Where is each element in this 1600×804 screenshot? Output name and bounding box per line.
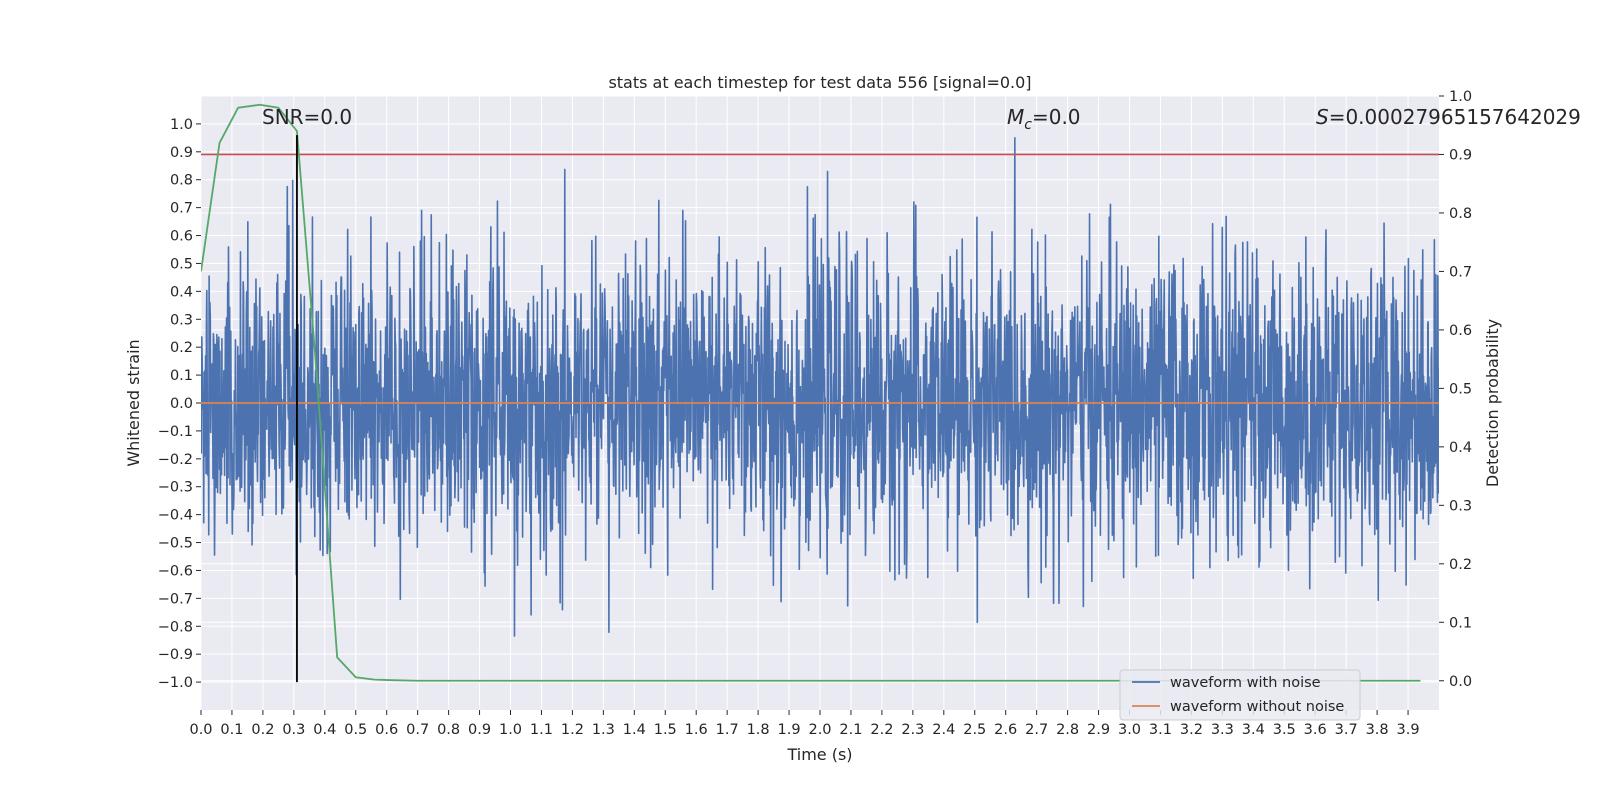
x-tick-label: 2.1 [839, 722, 862, 738]
series-detection-probability [201, 103, 1421, 682]
y2-tick-label: 1.0 [1449, 89, 1472, 105]
y-tick-label: −0.1 [158, 424, 193, 440]
series-waveform-with-noise [201, 137, 1439, 637]
x-tick-label: 0.3 [282, 722, 305, 738]
y-tick-label: −0.9 [158, 647, 193, 663]
y-tick-label: 0.4 [170, 284, 193, 300]
stat-s-symbol: S [1316, 105, 1329, 129]
x-tick-label: 0.7 [406, 722, 429, 738]
x-tick-label: 0.6 [375, 722, 398, 738]
y2-tick-label: 0.4 [1449, 440, 1472, 456]
x-axis-label: Time (s) [786, 745, 852, 764]
x-tick-label: 1.0 [499, 722, 522, 738]
y2-tick-label: 0.7 [1449, 264, 1472, 280]
x-tick-label: 3.7 [1335, 722, 1358, 738]
y-tick-label: −0.6 [158, 563, 193, 579]
x-tick-label: 1.2 [561, 722, 584, 738]
y-tick-label: −0.7 [158, 591, 193, 607]
x-tick-label: 2.0 [808, 722, 831, 738]
y-tick-label: −0.2 [158, 452, 193, 468]
x-tick-label: 2.5 [963, 722, 986, 738]
y2-tick-label: 0.9 [1449, 147, 1472, 163]
chart-title: stats at each timestep for test data 556… [608, 73, 1031, 92]
y2-tick-label: 0.6 [1449, 323, 1472, 339]
x-tick-label: 0.2 [251, 722, 274, 738]
x-tick-labels: 0.0 0.1 0.2 0.3 0.4 0.5 0.6 0.7 0.8 0.9 1.0 1.1 1.2 1… [189, 710, 1420, 738]
y2-axis-label: Detection probability [1483, 319, 1502, 487]
y-tick-label: 0.7 [170, 201, 193, 217]
x-tick-label: 3.2 [1180, 722, 1203, 738]
x-tick-label: 2.4 [932, 722, 955, 738]
legend-box [1119, 669, 1361, 721]
x-tick-label: 0.5 [344, 722, 367, 738]
x-tick-label: 2.6 [994, 722, 1017, 738]
overlay-layer [201, 103, 1439, 683]
y-tick-label: −0.4 [158, 508, 193, 524]
y2-tick-label: 0.0 [1449, 674, 1472, 690]
x-tick-label: 2.2 [870, 722, 893, 738]
x-tick-label: 3.6 [1304, 722, 1327, 738]
x-tick-label: 1.6 [685, 722, 708, 738]
chirp-mass-symbol: M [1007, 105, 1024, 129]
x-tick-label: 3.8 [1366, 722, 1389, 738]
x-tick-label: 3.9 [1397, 722, 1420, 738]
y-tick-label: 0.3 [170, 312, 193, 328]
x-tick-label: 3.0 [1118, 722, 1141, 738]
y-tick-label: 0.0 [170, 396, 193, 412]
y2-tick-label: 0.2 [1449, 557, 1472, 573]
x-tick-label: 0.1 [220, 722, 243, 738]
x-tick-label: 3.4 [1242, 722, 1265, 738]
chirp-mass-annotation: Mc=0.0 [1007, 105, 1081, 133]
y2-tick-label: 0.5 [1449, 381, 1472, 397]
y-tick-label: 1.0 [170, 117, 193, 133]
snr-annotation: SNR=0.0 [262, 105, 352, 129]
chirp-mass-value: =0.0 [1032, 105, 1081, 129]
y2-tick-label: 0.1 [1449, 615, 1472, 631]
y-tick-label: −0.5 [158, 536, 193, 552]
x-tick-label: 1.8 [747, 722, 770, 738]
x-tick-label: 2.7 [1025, 722, 1048, 738]
x-tick-label: 0.8 [437, 722, 460, 738]
y-tick-labels: 1.0 0.9 0.8 0.7 0.6 0.5 0.4 0.3 0.2 0.1 0.0 −0.1 −0.… [158, 117, 201, 691]
x-tick-label: 1.5 [654, 722, 677, 738]
legend: waveform with noise waveform without noi… [1119, 669, 1361, 721]
x-tick-label: 3.1 [1149, 722, 1172, 738]
y-axis-label: Whitened strain [124, 339, 143, 466]
stat-s-annotation: S=0.00027965157642029 [1316, 105, 1581, 129]
noise-layer [201, 137, 1439, 637]
x-tick-label: 2.3 [901, 722, 924, 738]
x-tick-label: 2.8 [1056, 722, 1079, 738]
x-tick-label: 1.7 [716, 722, 739, 738]
x-tick-label: 2.9 [1087, 722, 1110, 738]
y2-tick-label: 0.8 [1449, 206, 1472, 222]
x-tick-label: 0.0 [189, 722, 212, 738]
x-tick-label: 3.5 [1273, 722, 1296, 738]
chirp-mass-subscript: c [1024, 117, 1032, 133]
y-tick-label: 0.6 [170, 229, 193, 245]
x-tick-label: 1.9 [778, 722, 801, 738]
y-tick-label: 0.2 [170, 340, 193, 356]
x-tick-label: 3.3 [1211, 722, 1234, 738]
stat-s-value: =0.00027965157642029 [1329, 105, 1581, 129]
y-tick-label: −0.3 [158, 480, 193, 496]
y-tick-label: −1.0 [158, 675, 193, 691]
y-tick-label: −0.8 [158, 619, 193, 635]
y-tick-label: 0.5 [170, 256, 193, 272]
y2-tick-labels: 1.0 0.9 0.8 0.7 0.6 0.5 0.4 0.3 0.2 0.1 0.0 [1439, 89, 1472, 690]
y-tick-label: 0.8 [170, 173, 193, 189]
x-tick-label: 1.3 [592, 722, 615, 738]
y-tick-label: 0.9 [170, 145, 193, 161]
legend-label-noise: waveform with noise [1170, 675, 1321, 691]
x-tick-label: 0.4 [313, 722, 336, 738]
y-tick-label: 0.1 [170, 368, 193, 384]
x-tick-label: 1.4 [623, 722, 646, 738]
x-tick-label: 1.1 [530, 722, 553, 738]
legend-label-clean: waveform without noise [1170, 699, 1344, 715]
x-tick-label: 0.9 [468, 722, 491, 738]
y2-tick-label: 0.3 [1449, 498, 1472, 514]
